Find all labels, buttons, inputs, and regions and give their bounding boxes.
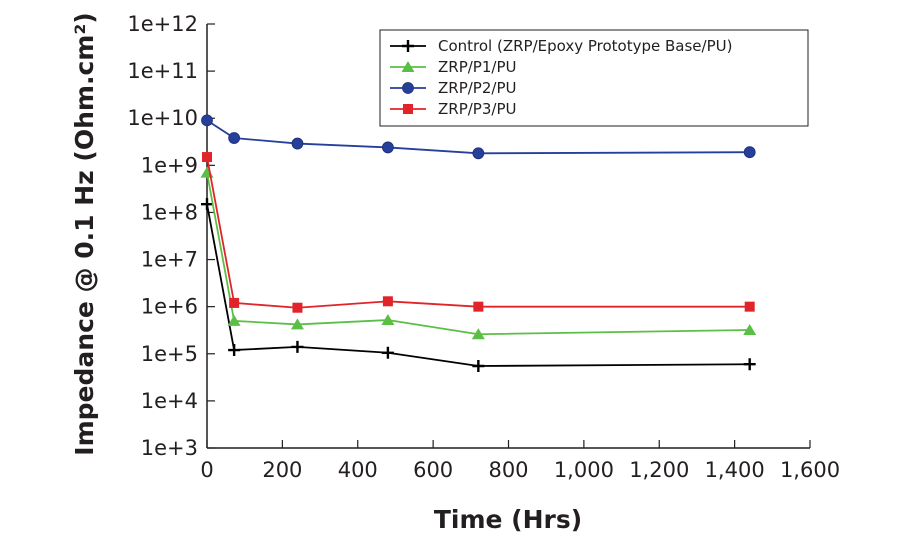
data-point: [381, 346, 394, 359]
legend-box: [379, 29, 809, 127]
y-tick-label: 1e+11: [127, 59, 198, 83]
x-tick-label: 0: [200, 458, 213, 482]
data-point: [291, 340, 304, 353]
data-point: [743, 358, 756, 371]
legend-marker: [401, 61, 415, 72]
data-point: [228, 344, 241, 357]
y-tick-label: 1e+8: [141, 200, 198, 224]
data-point: [472, 360, 485, 373]
data-point: [201, 114, 213, 127]
data-point: [201, 198, 213, 211]
data-point: [743, 323, 757, 335]
data-point: [290, 318, 304, 330]
series-1: [201, 198, 756, 373]
series-line: [206, 172, 750, 336]
data-series: [200, 114, 757, 373]
series-2: [200, 166, 757, 340]
y-tick-label: 1e+12: [127, 12, 198, 36]
y-tick-label: 1e+6: [141, 295, 198, 319]
series-3: [201, 114, 756, 160]
legend-marker: [402, 40, 414, 52]
x-tick-label: 1,000: [554, 458, 614, 482]
x-tick-label: 200: [262, 458, 302, 482]
series-4: [202, 152, 755, 313]
data-point: [743, 146, 756, 159]
data-point: [381, 141, 394, 154]
legend-label: ZRP/P3/PU: [438, 100, 516, 118]
data-point: [228, 132, 241, 144]
data-point: [381, 314, 395, 326]
x-tick-label: 600: [413, 458, 453, 482]
legend-marker: [402, 82, 414, 94]
y-tick-label: 1e+9: [141, 153, 198, 177]
legend-label: Control (ZRP/Epoxy Prototype Base/PU): [438, 37, 732, 55]
x-tick-label: 1,400: [705, 458, 765, 482]
data-point: [291, 137, 304, 150]
y-tick-label: 1e+4: [141, 389, 198, 413]
data-point: [227, 314, 241, 326]
y-tick-label: 1e+10: [127, 106, 198, 130]
data-point: [382, 296, 393, 307]
legend: Control (ZRP/Epoxy Prototype Base/PU) ZRP…: [379, 29, 809, 127]
y-axis-title: Impedance @ 0.1 Hz (Ohm.cm²): [70, 12, 99, 455]
x-tick-label: 800: [488, 458, 528, 482]
data-point: [292, 302, 303, 313]
data-point: [473, 301, 484, 312]
legend-marker: [403, 104, 413, 114]
legend-label: ZRP/P1/PU: [438, 58, 516, 76]
data-point: [744, 301, 755, 312]
y-tick-label: 1e+7: [141, 248, 198, 272]
data-point: [202, 152, 212, 163]
data-point: [200, 166, 214, 178]
data-point: [229, 297, 240, 308]
x-tick-label: 1,200: [629, 458, 689, 482]
x-tick-label: 400: [338, 458, 378, 482]
series-line: [206, 156, 750, 309]
y-tick-label: 1e+5: [141, 342, 198, 366]
x-tick-label: 1,600: [780, 458, 840, 482]
series-line: [206, 203, 750, 367]
data-point: [471, 328, 485, 340]
axes: 1e+3 1e+4 1e+5 1e+6 1e+7 1e+8 1e+9 1e+10 1e+11 1e…: [127, 12, 840, 482]
legend-label: ZRP/P2/PU: [438, 79, 516, 97]
x-axis-title: Time (Hrs): [434, 505, 582, 534]
data-point: [472, 147, 485, 160]
y-tick-label: 1e+3: [141, 436, 198, 460]
